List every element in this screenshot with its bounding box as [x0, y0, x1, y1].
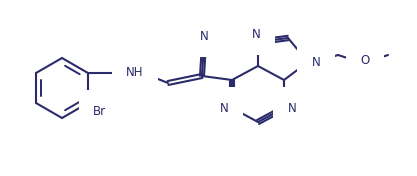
Text: N: N — [311, 55, 320, 68]
Text: N: N — [220, 102, 229, 115]
Text: O: O — [360, 55, 369, 68]
Text: NH: NH — [126, 67, 144, 80]
Text: N: N — [251, 27, 260, 40]
Text: N: N — [200, 30, 208, 42]
Text: N: N — [288, 102, 296, 115]
Text: Br: Br — [93, 105, 106, 118]
